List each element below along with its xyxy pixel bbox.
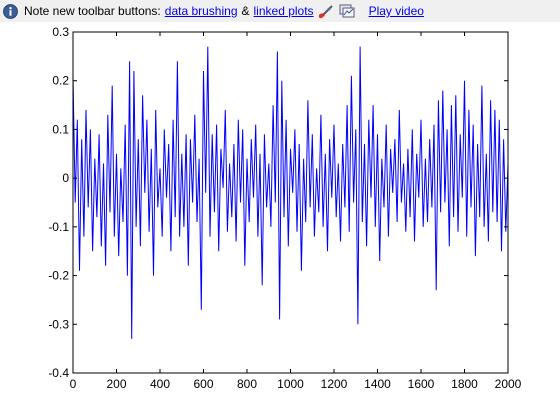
x-tick-label: 1400: [364, 377, 391, 391]
axes-box: [72, 31, 509, 374]
y-tick-label: 0.2: [52, 74, 69, 88]
x-tick-label: 200: [106, 377, 126, 391]
x-tick-label: 600: [193, 377, 213, 391]
x-tick-label: 1800: [451, 377, 478, 391]
x-tick-label: 800: [237, 377, 257, 391]
x-tick-label: 1000: [277, 377, 304, 391]
series-line-signal: [72, 46, 509, 339]
y-tick-label: -0.3: [48, 317, 69, 331]
y-tick-label: -0.2: [48, 269, 69, 283]
note-text: Note new toolbar buttons:: [24, 4, 161, 18]
play-video-link[interactable]: Play video: [368, 4, 424, 18]
data-brushing-link[interactable]: data brushing: [164, 4, 238, 18]
y-tick-label: 0: [62, 171, 69, 185]
y-tick-label: -0.4: [48, 366, 69, 380]
x-tick-label: 400: [150, 377, 170, 391]
linked-plots-link[interactable]: linked plots: [253, 4, 314, 18]
info-icon: [3, 3, 18, 19]
x-tick-label: 1200: [321, 377, 348, 391]
brush-icon[interactable]: [317, 3, 335, 19]
info-bar: Note new toolbar buttons: data brushing …: [0, 0, 560, 22]
y-tick-label: 0.3: [52, 25, 69, 39]
plot-figure: 0 200 400 600 800 1000 1200 1400 1600 1800 2000 -0.…: [48, 25, 522, 391]
ampersand-text: &: [241, 4, 250, 18]
x-tick-label: 1600: [408, 377, 435, 391]
y-tick-label: 0.1: [52, 122, 69, 136]
linked-plots-icon[interactable]: [338, 3, 356, 19]
x-tick-label: 0: [70, 377, 77, 391]
y-tick-label: -0.1: [48, 220, 69, 234]
x-tick-label: 2000: [495, 377, 522, 391]
